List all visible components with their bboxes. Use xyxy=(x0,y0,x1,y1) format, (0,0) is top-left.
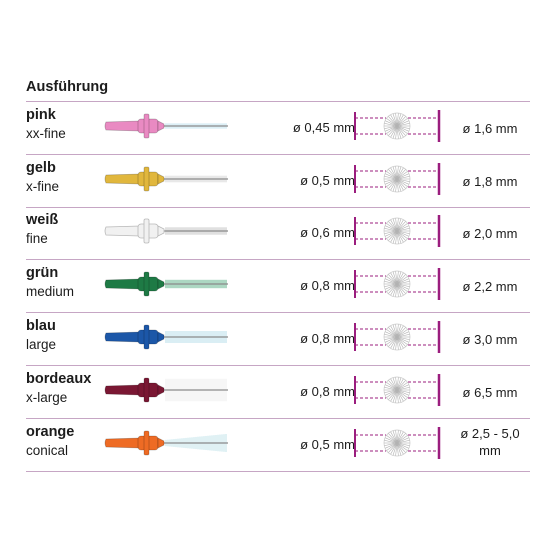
color-name: weiß xyxy=(26,212,59,228)
divider xyxy=(26,312,530,313)
table-heading: Ausführung xyxy=(26,79,109,95)
divider xyxy=(26,259,530,260)
interdental-brush-image xyxy=(104,166,228,192)
table-row: blau large ø 0,8 mm ø 3,0 mm xyxy=(0,315,555,367)
passage-diagram xyxy=(354,110,441,142)
size-name: x-large xyxy=(26,390,68,405)
size-name: large xyxy=(26,337,57,352)
table-row: weiß fine ø 0,6 mm ø 2,0 mm xyxy=(0,209,555,261)
passage-diameter: ø 3,0 mm xyxy=(462,332,518,347)
color-name: bordeaux xyxy=(26,371,92,387)
passage-diameter: ø 1,6 mm xyxy=(462,121,518,136)
divider xyxy=(26,154,530,155)
wire-diameter: ø 0,5 mm xyxy=(300,437,355,452)
table-row: gelb x-fine ø 0,5 mm ø 1,8 mm xyxy=(0,157,555,209)
passage-diameter: ø 2,2 mm xyxy=(462,279,518,294)
wire-diameter: ø 0,8 mm xyxy=(300,278,355,293)
divider xyxy=(26,365,530,366)
interdental-brush-image xyxy=(104,218,228,244)
passage-diagram xyxy=(354,427,441,459)
size-name: fine xyxy=(26,231,48,246)
table-row: grün medium ø 0,8 mm ø 2,2 mm xyxy=(0,262,555,314)
passage-diameter: ø 2,0 mm xyxy=(462,226,518,241)
interdental-brush-image xyxy=(104,324,228,350)
size-name: xx-fine xyxy=(26,126,66,141)
passage-diameter: ø 6,5 mm xyxy=(462,385,518,400)
passage-diagram xyxy=(354,268,441,300)
color-name: pink xyxy=(26,107,56,123)
size-name: medium xyxy=(26,284,75,299)
wire-diameter: ø 0,8 mm xyxy=(300,331,355,346)
divider xyxy=(26,101,530,102)
passage-diagram xyxy=(354,215,441,247)
color-name: gelb xyxy=(26,160,56,176)
size-name: x-fine xyxy=(26,179,60,194)
passage-diagram xyxy=(354,374,441,406)
wire-diameter: ø 0,45 mm xyxy=(292,120,355,135)
table-row: pink xx-fine ø 0,45 mm ø 1,6 mm xyxy=(0,104,555,156)
passage-diagram xyxy=(354,321,441,353)
interdental-brush-image xyxy=(104,271,228,297)
passage-diameter: ø 2,5 - 5,0 mm xyxy=(460,426,520,458)
divider xyxy=(26,418,530,419)
interdental-brush-image xyxy=(104,113,228,139)
passage-diameter: ø 1,8 mm xyxy=(462,174,518,189)
color-name: blau xyxy=(26,318,56,334)
wire-diameter: ø 0,6 mm xyxy=(300,225,355,240)
table-row: bordeaux x-large ø 0,8 mm ø 6,5 mm xyxy=(0,368,555,420)
table-row: orange conical ø 0,5 mm ø 2,5 - 5,0 mm xyxy=(0,421,555,473)
size-name: conical xyxy=(26,443,69,458)
divider xyxy=(26,207,530,208)
color-name: orange xyxy=(26,424,75,440)
color-name: grün xyxy=(26,265,59,281)
wire-diameter: ø 0,8 mm xyxy=(300,384,355,399)
passage-diagram xyxy=(354,163,441,195)
wire-diameter: ø 0,5 mm xyxy=(300,173,355,188)
divider xyxy=(26,471,530,472)
interdental-brush-image xyxy=(104,377,228,403)
interdental-brush-image xyxy=(104,430,228,456)
